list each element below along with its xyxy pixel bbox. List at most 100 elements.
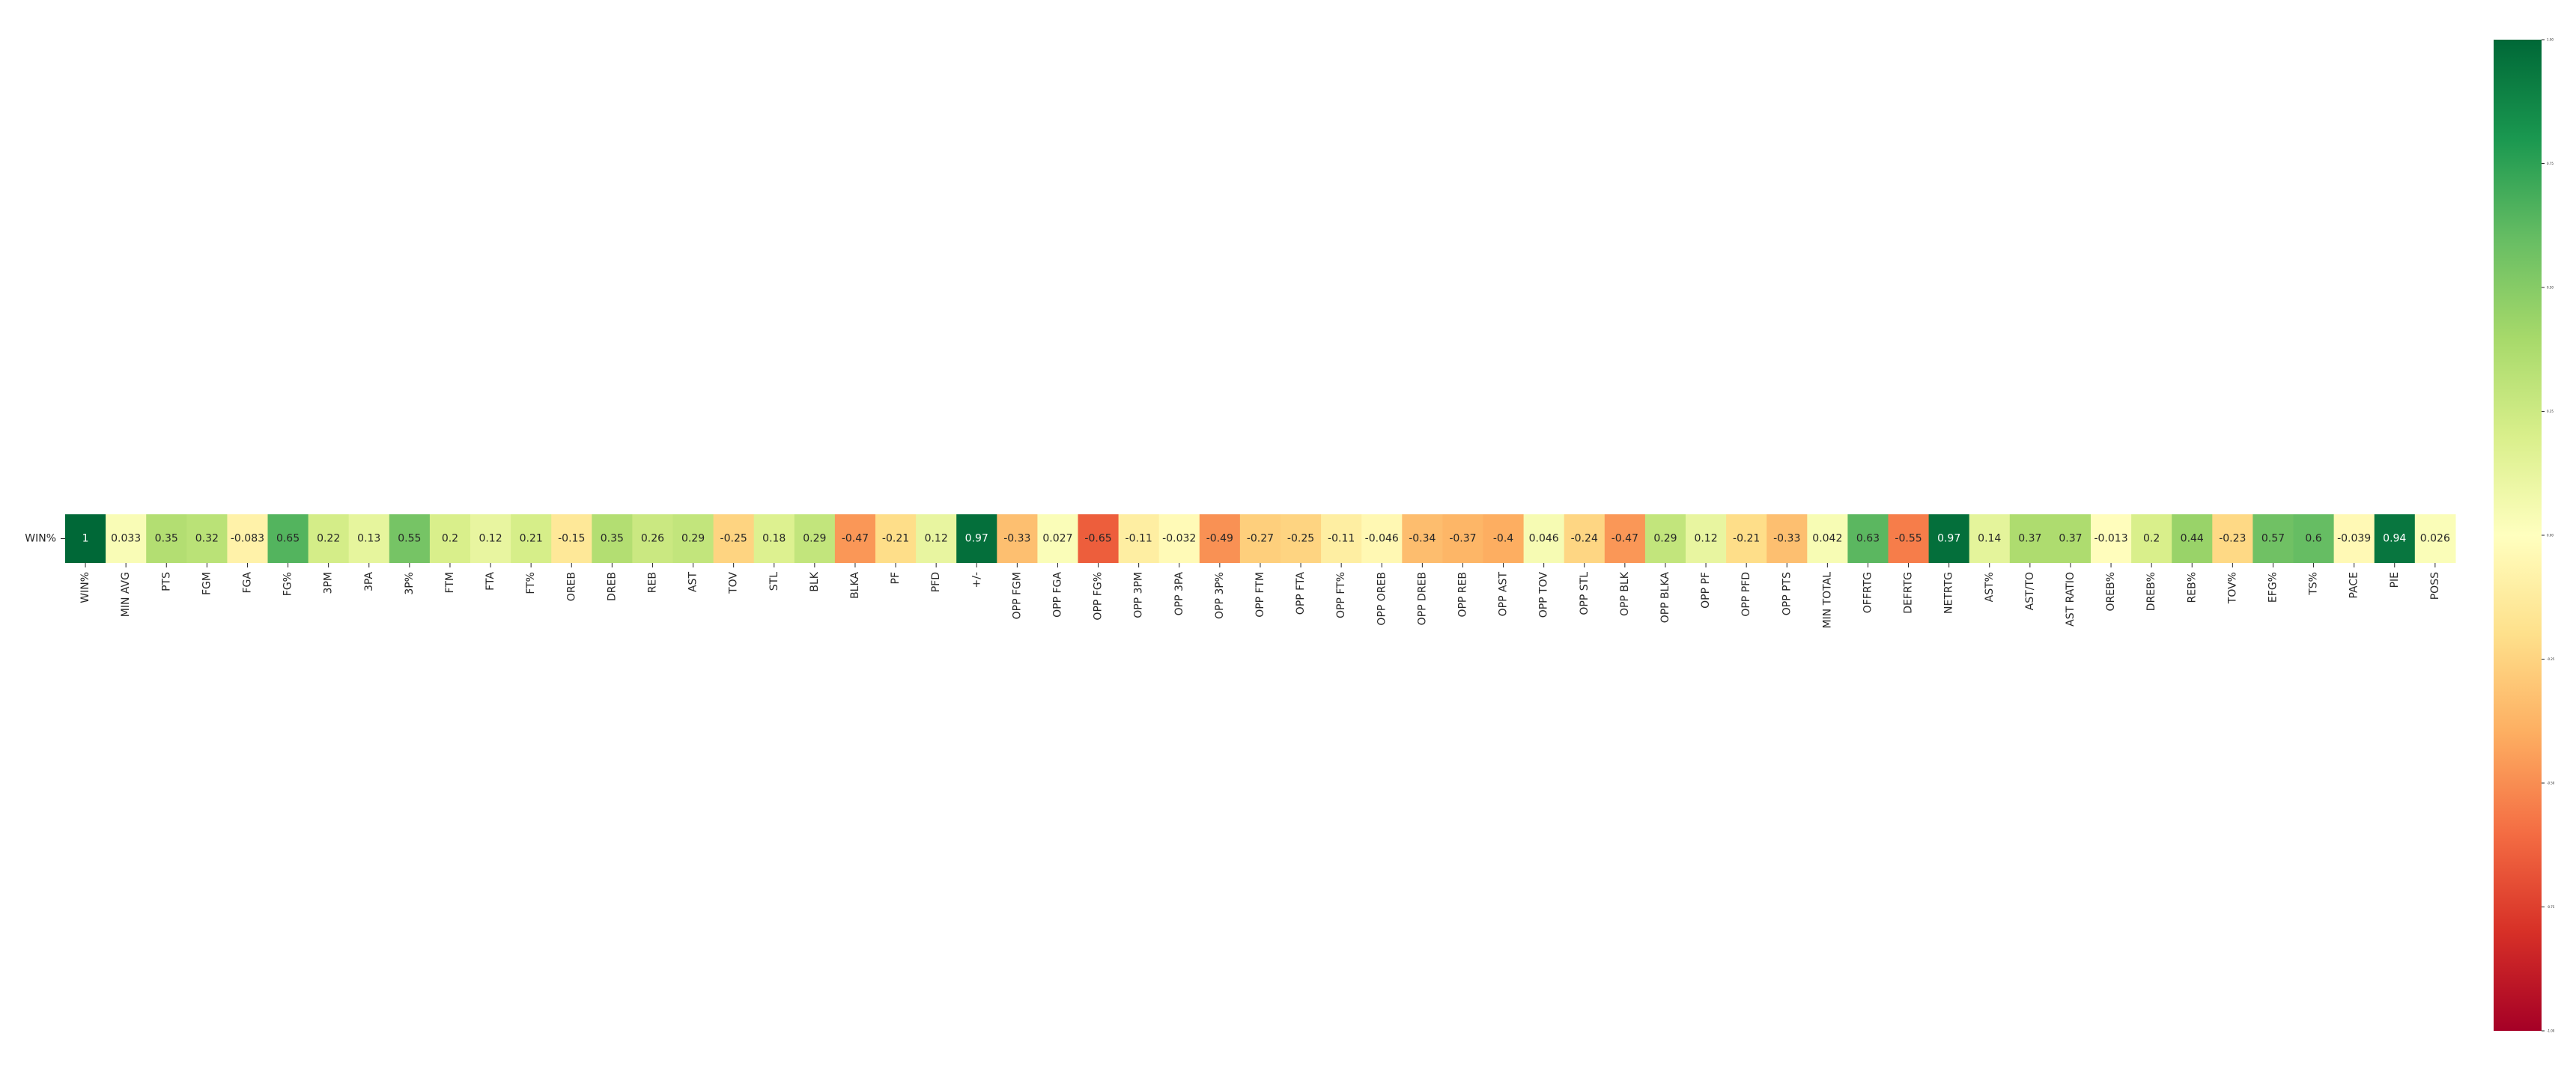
- heatmap-cell: [2293, 514, 2335, 563]
- cell-value-label: -0.65: [1084, 533, 1111, 545]
- heatmap-cell: [997, 514, 1038, 563]
- cell-value-label: 0.12: [1694, 533, 1717, 545]
- heatmap-cell: [1281, 514, 1322, 563]
- x-tick-label: OPP OREB: [1376, 572, 1388, 626]
- cell-value-label: 0.35: [601, 533, 624, 545]
- colorbar-tick-label: -0.50: [2547, 782, 2555, 785]
- x-tick-label: PACE: [2348, 572, 2360, 599]
- heatmap-cell: [308, 514, 350, 563]
- heatmap-cell: [2414, 514, 2456, 563]
- heatmap-cell: [186, 514, 228, 563]
- x-tick-label: OPP STL: [1579, 572, 1591, 615]
- cell-value-label: 0.13: [357, 533, 380, 545]
- heatmap-cell: [348, 514, 390, 563]
- heatmap-cell: [1969, 514, 2011, 563]
- heatmap-cell: [1239, 514, 1281, 563]
- x-tick-label: BLK: [809, 571, 821, 591]
- x-tick-label: REB: [646, 572, 658, 593]
- cell-value-label: -0.11: [1328, 533, 1355, 545]
- x-tick-label: AST: [687, 572, 699, 592]
- x-tick-label: FGA: [241, 572, 253, 594]
- x-tick-label: OPP FG%: [1093, 572, 1105, 621]
- x-tick-label: PTS: [160, 572, 172, 591]
- cell-value-label: 0.22: [317, 533, 340, 545]
- cell-value-label: -0.24: [1571, 533, 1598, 545]
- cell-value-label: -0.25: [1287, 533, 1314, 545]
- cell-value-label: 0.29: [803, 533, 826, 545]
- heatmap-cell: [389, 514, 431, 563]
- heatmap-cell: [1321, 514, 1362, 563]
- x-axis-tick-labels: WIN% MIN AVG PTS FGM FGA FG% 3PM 3PA 3P% FTM FTA FT…: [79, 563, 2441, 629]
- cell-value-label: 0.026: [2420, 533, 2450, 545]
- x-tick-label: OPP FT%: [1335, 572, 1347, 618]
- colorbar-tick-label: -0.75: [2547, 905, 2555, 909]
- x-tick-label: MIN TOTAL: [1821, 572, 1833, 629]
- cell-value-label: 0.37: [2018, 533, 2041, 545]
- colorbar-tick-label: -0.25: [2547, 657, 2555, 661]
- x-tick-label: DREB%: [2145, 572, 2157, 611]
- heatmap-cell: [1402, 514, 1443, 563]
- cell-value-label: -0.55: [1895, 533, 1922, 545]
- cell-value-label: -0.15: [558, 533, 585, 545]
- heatmap-cell: [1928, 514, 1970, 563]
- x-tick-label: 3PA: [363, 572, 375, 591]
- x-tick-label: STL: [768, 572, 780, 591]
- cell-value-label: 0.042: [1812, 533, 1842, 545]
- cell-value-label: 0.29: [1653, 533, 1677, 545]
- cell-value-label: 0.033: [111, 533, 141, 545]
- colorbar-tick-label: 0.00: [2547, 534, 2554, 538]
- cell-value-label: 0.21: [520, 533, 543, 545]
- cell-value-label: -0.4: [1493, 533, 1513, 545]
- x-tick-label: OREB: [565, 572, 577, 601]
- cell-value-label: 0.14: [1978, 533, 2001, 545]
- cell-value-label: -0.039: [2337, 533, 2371, 545]
- x-tick-label: AST RATIO: [2065, 572, 2077, 627]
- heatmap-cell: [1644, 514, 1686, 563]
- heatmap-cell: [1726, 514, 1767, 563]
- heatmap-cell: [753, 514, 795, 563]
- heatmap-cell: [2091, 514, 2132, 563]
- colorbar-tick-label: 0.50: [2547, 286, 2554, 290]
- heatmap-cell: [2333, 514, 2375, 563]
- heatmap-cell: [2009, 514, 2051, 563]
- cell-value-label: -0.11: [1126, 533, 1152, 545]
- colorbar-tick-label: 0.25: [2547, 409, 2554, 413]
- heatmap-cell: [267, 514, 309, 563]
- heatmap-cell: [1604, 514, 1646, 563]
- cell-value-label: 0.2: [2143, 533, 2160, 545]
- colorbar: -1.00 -0.75 -0.50 -0.25 0.00 0.25 0.50 0.75 1.00: [2494, 38, 2555, 1033]
- cell-value-label: -0.25: [720, 533, 747, 545]
- x-tick-label: FT%: [525, 572, 537, 594]
- x-tick-label: OPP REB: [1456, 572, 1468, 618]
- x-tick-label: AST/TO: [2024, 572, 2036, 610]
- cell-value-label: 0.027: [1042, 533, 1072, 545]
- heatmap-cell: [1888, 514, 1930, 563]
- x-tick-label: EFG%: [2267, 572, 2279, 603]
- heatmap-cell: [672, 514, 714, 563]
- cell-value-label: 0.94: [2383, 533, 2406, 545]
- heatmap-cell: [1847, 514, 1889, 563]
- x-tick-label: TOV: [728, 572, 740, 594]
- x-tick-label: TS%: [2308, 572, 2320, 596]
- cell-value-label: 0.29: [681, 533, 705, 545]
- heatmap-cell: [2374, 514, 2416, 563]
- heatmap-cell: [2172, 514, 2213, 563]
- heatmap-cell: [106, 514, 147, 563]
- heatmap-cell: [1361, 514, 1403, 563]
- heatmap-cell: [470, 514, 511, 563]
- cell-value-label: -0.21: [882, 533, 909, 545]
- heatmap-cell: [1483, 514, 1525, 563]
- heatmap-cell: [1807, 514, 1848, 563]
- cell-value-label: -0.34: [1409, 533, 1436, 545]
- heatmap-cell: [227, 514, 269, 563]
- cell-value-label: -0.47: [1611, 533, 1638, 545]
- cell-value-label: 0.65: [276, 533, 300, 545]
- heatmap-cells: [65, 514, 2456, 563]
- heatmap-cell: [1564, 514, 1606, 563]
- heatmap-cell: [834, 514, 876, 563]
- x-tick-label: OFFRTG: [1862, 572, 1874, 613]
- cell-value-label: -0.046: [1365, 533, 1399, 545]
- x-tick-label: OPP PF: [1700, 572, 1712, 609]
- heatmap-cell: [146, 514, 187, 563]
